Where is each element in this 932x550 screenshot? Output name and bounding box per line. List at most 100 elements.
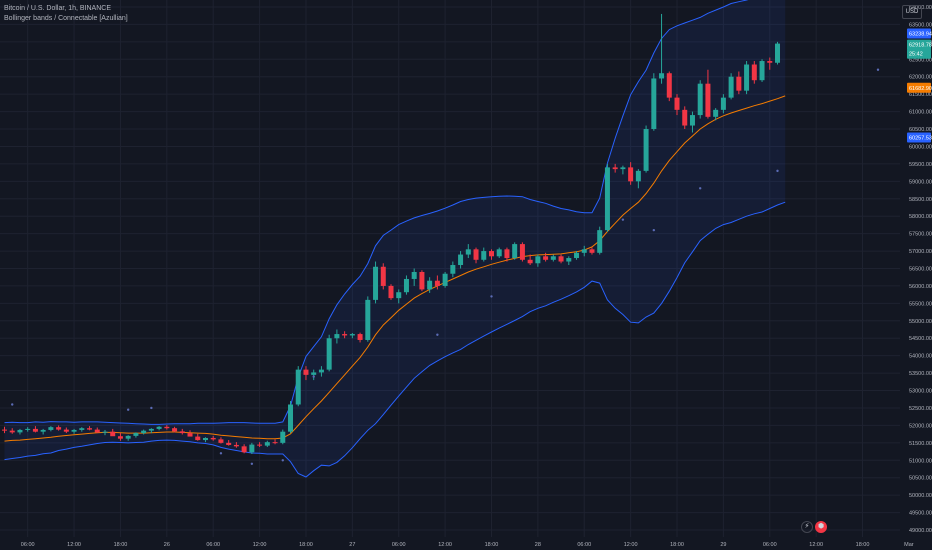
candle-body: [427, 280, 433, 290]
price-label: 63238.94: [909, 32, 932, 38]
candle-body: [202, 437, 208, 441]
y-tick-label: 54500.00: [909, 336, 932, 342]
candle-body: [63, 429, 69, 432]
candle-body: [87, 428, 93, 430]
time-axis[interactable]: 06:00 12:00 18:00 26 06:00 12:00 18:00 27 06:00 1…: [0, 537, 932, 550]
candle-body: [318, 369, 324, 373]
candle-body: [775, 43, 780, 63]
signal-dot: [11, 403, 14, 406]
y-tick-label: 58500.00: [909, 197, 932, 203]
symbol-title[interactable]: Bitcoin / U.S. Dollar, 1h, BINANCE: [4, 5, 111, 12]
currency-button[interactable]: USD: [902, 5, 922, 19]
candle-body: [720, 97, 726, 110]
upper-band-line: [4, 0, 749, 425]
candle-body: [79, 428, 85, 430]
price-label-bg: [907, 28, 931, 39]
x-tick-label: 28: [535, 542, 541, 548]
candle-body: [550, 256, 556, 260]
price-label-bg: [907, 39, 931, 50]
signal-dot: [699, 187, 702, 190]
price-label-bg: [907, 82, 931, 93]
candle-body: [666, 73, 672, 98]
signal-dots: [11, 68, 880, 465]
candle-body: [349, 334, 355, 336]
y-tick-label: 50000.00: [909, 493, 932, 499]
candle-body: [543, 256, 549, 260]
y-tick-label: 61500.00: [909, 92, 932, 98]
candle-body: [195, 436, 201, 441]
y-tick-label: 55000.00: [909, 319, 932, 325]
candle-body: [442, 273, 448, 286]
y-tick-label: 60500.00: [909, 127, 932, 133]
x-tick-label: 18:00: [299, 542, 313, 548]
candle-body: [17, 429, 23, 433]
y-tick-label: 61000.00: [909, 110, 932, 116]
price-axis[interactable]: 49000.00 49500.00 50000.00 50500.00 51000.00…: [900, 0, 932, 550]
candle-body: [280, 431, 286, 443]
candle-body: [651, 78, 657, 130]
y-tick-label: 53000.00: [909, 389, 932, 395]
signal-dot: [219, 452, 223, 455]
y-tick-label: 55500.00: [909, 301, 932, 307]
candle-body: [125, 435, 131, 439]
x-tick-label: 27: [349, 542, 355, 548]
signal-dot: [436, 333, 439, 336]
signal-dot: [150, 406, 153, 410]
candle-body: [612, 167, 618, 170]
candle-body: [295, 369, 301, 405]
candle-body: [48, 427, 54, 430]
candle-body: [233, 444, 239, 447]
candle-body: [210, 437, 216, 440]
candle-body: [264, 442, 270, 446]
candle-body: [574, 252, 580, 259]
signal-dot: [490, 295, 493, 298]
x-tick-label: 06:00: [763, 542, 777, 548]
candle-body: [488, 251, 494, 257]
y-tick-label: 60000.00: [909, 144, 932, 150]
candle-body: [272, 442, 278, 444]
candle-body: [40, 429, 46, 432]
candle-body: [388, 285, 394, 299]
x-tick-label: 18:00: [114, 542, 128, 548]
candle-body: [357, 334, 363, 340]
candles: [2, 13, 780, 455]
candle-body: [434, 280, 440, 286]
signal-dot: [250, 462, 254, 465]
candle-body: [373, 266, 379, 300]
y-tick-label: 62500.00: [909, 57, 932, 63]
candle-body: [365, 299, 371, 340]
candle-body: [581, 249, 587, 253]
y-tick-label: 57500.00: [909, 232, 932, 238]
y-tick-label: 57000.00: [909, 249, 932, 255]
candle-body: [9, 430, 15, 433]
candle-body: [179, 431, 185, 434]
y-tick-label: 49000.00: [909, 528, 932, 534]
candle-body: [380, 266, 386, 286]
lower-band-line: [4, 201, 786, 478]
bollinger-bands: [4, 0, 786, 478]
y-tick-label: 54000.00: [909, 354, 932, 360]
flash-icon[interactable]: ⚡: [801, 521, 813, 533]
indicator-title[interactable]: Bollinger bands / Connectable [Azullian]: [4, 15, 128, 22]
candle-body: [25, 428, 31, 430]
candle-body: [164, 426, 170, 429]
candle-body: [450, 265, 456, 274]
candle-body: [481, 251, 487, 260]
candle-body: [411, 271, 417, 279]
x-tick-label: Mar: [904, 542, 914, 548]
candle-body: [728, 76, 734, 98]
candle-body: [257, 444, 263, 446]
candle-body: [94, 429, 100, 433]
candle-body: [334, 334, 340, 339]
candle-body: [303, 369, 309, 375]
candle-body: [326, 338, 332, 370]
y-tick-label: 51500.00: [909, 441, 932, 447]
candle-body: [288, 404, 294, 432]
candle-body: [241, 446, 247, 453]
price-label: 62918.78: [909, 43, 932, 49]
signal-dot: [652, 228, 656, 232]
y-tick-label: 53500.00: [909, 371, 932, 377]
logo-icon[interactable]: ⬢: [815, 521, 827, 533]
candle-body: [659, 73, 665, 79]
